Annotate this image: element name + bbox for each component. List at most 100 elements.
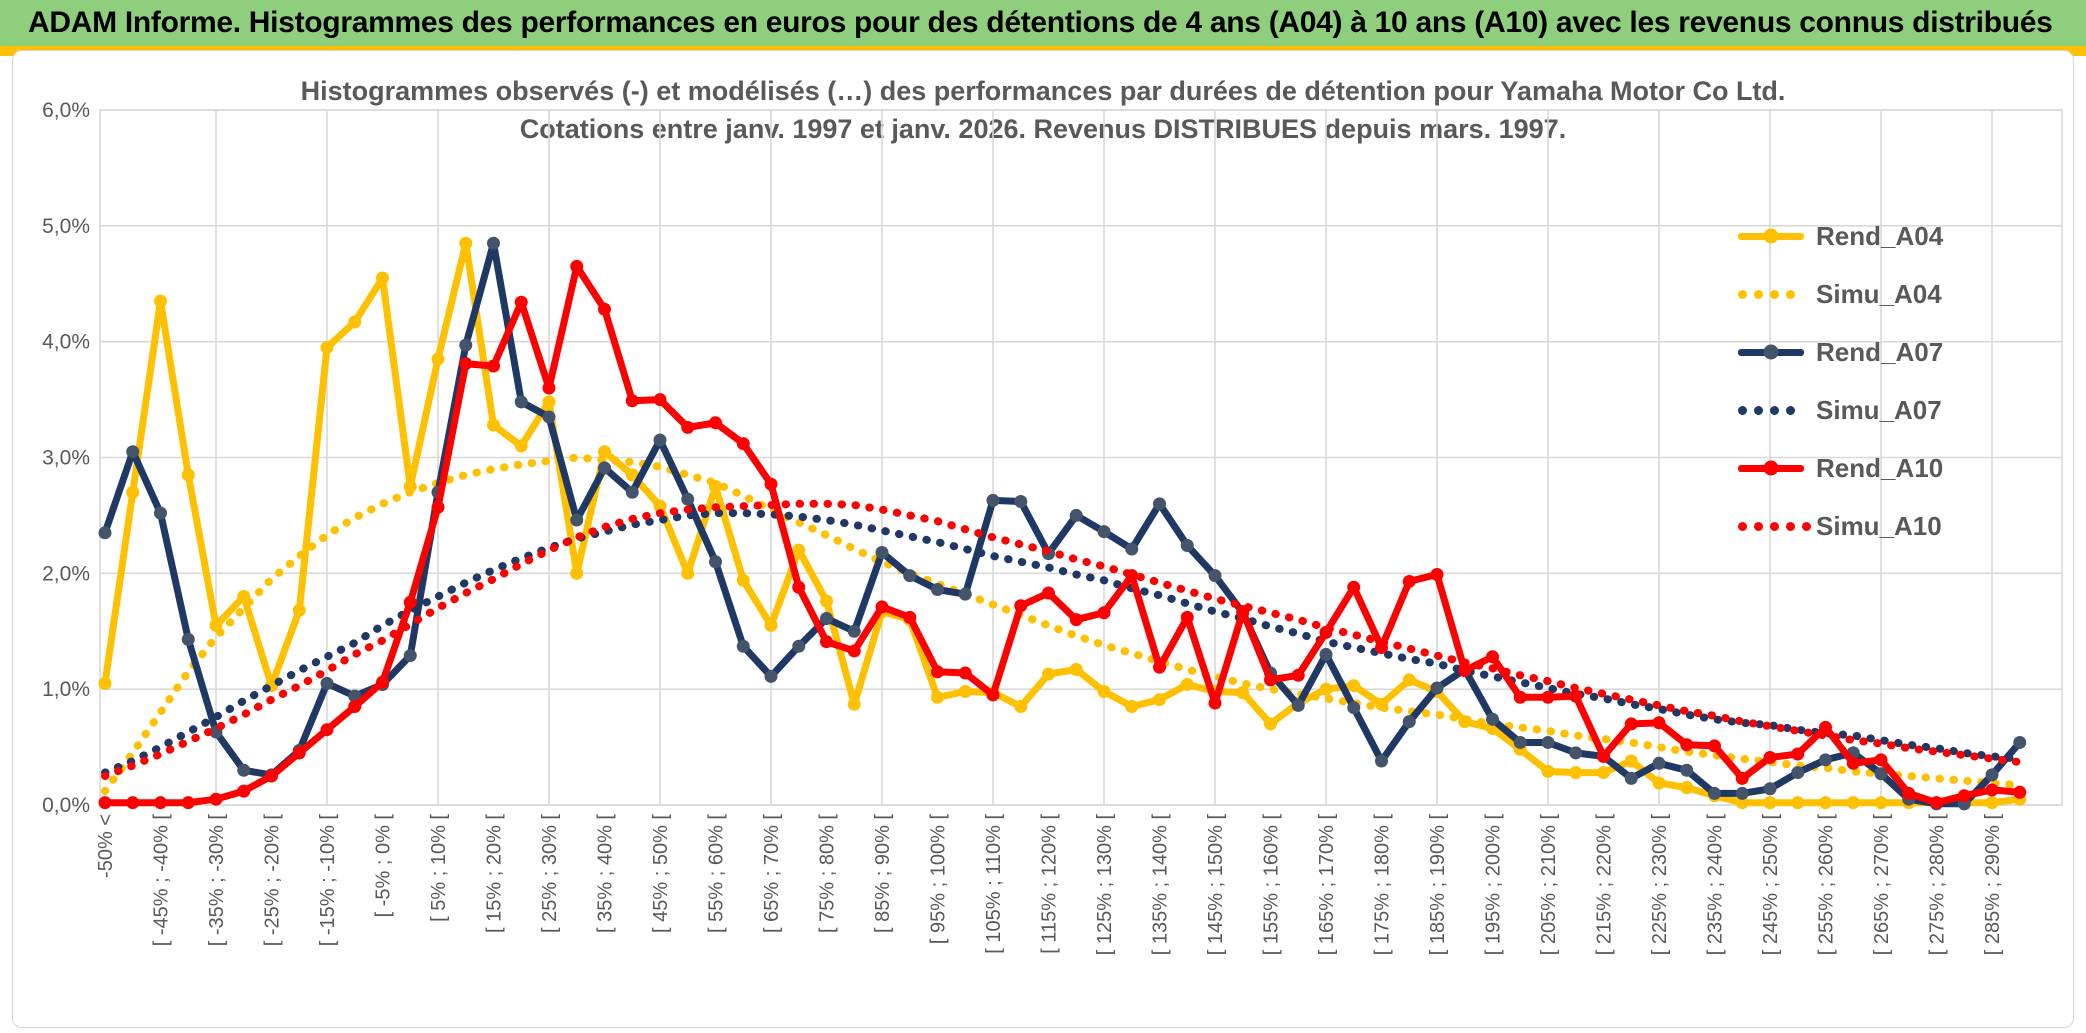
- series-marker-Rend_A07: [986, 493, 1000, 507]
- series-marker-Rend_A07: [1402, 715, 1416, 729]
- y-axis-tick-label: 5,0%: [42, 215, 90, 238]
- x-axis-tick-label: [ 245% ; 250% [: [1760, 814, 1782, 956]
- series-marker-Rend_A04: [736, 573, 750, 587]
- legend-label: Rend_A07: [1816, 336, 1944, 367]
- series-marker-Rend_A10: [1486, 650, 1499, 664]
- series-marker-Rend_A04: [98, 676, 112, 690]
- legend-label: Simu_A04: [1816, 278, 1942, 309]
- series-marker-Rend_A04: [1014, 700, 1028, 714]
- series-marker-Rend_A10: [1513, 690, 1527, 704]
- series-marker-Rend_A07: [320, 676, 334, 690]
- series-marker-Rend_A04: [181, 468, 195, 482]
- title-bar: ADAM Informe. Histogrammes des performan…: [0, 0, 2086, 46]
- series-marker-Rend_A07: [931, 583, 944, 597]
- x-axis-tick-label: [ 25% ; 30% [: [539, 814, 561, 933]
- series-marker-Rend_A10: [736, 437, 750, 451]
- series-marker-Rend_A04: [376, 271, 389, 285]
- legend-dots-swatch: [1738, 289, 1808, 299]
- series-marker-Rend_A04: [1319, 682, 1333, 696]
- series-marker-Rend_A10: [625, 394, 639, 408]
- legend-item-Rend_A07[interactable]: Rend_A07: [1738, 323, 2068, 381]
- series-marker-Rend_A10: [1652, 716, 1666, 730]
- series-marker-Rend_A04: [958, 684, 972, 698]
- series-marker-Rend_A07: [98, 526, 112, 540]
- series-marker-Rend_A10: [847, 644, 861, 658]
- legend-item-Rend_A04[interactable]: Rend_A04: [1738, 207, 2068, 265]
- series-line-Simu_A07: [101, 509, 2024, 777]
- series-marker-Rend_A04: [1569, 766, 1583, 780]
- series-marker-Rend_A10: [875, 600, 889, 614]
- series-marker-Rend_A10: [986, 688, 1000, 702]
- series-marker-Rend_A10: [2013, 785, 2027, 799]
- x-axis-tick-label: -50% <: [95, 814, 117, 878]
- x-axis-tick-label: [ 125% ; 130% [: [1094, 814, 1116, 956]
- series-marker-Rend_A07: [764, 669, 778, 683]
- x-axis-tick-label: [ 155% ; 160% [: [1261, 814, 1283, 956]
- legend-item-Simu_A10[interactable]: Simu_A10: [1738, 497, 2068, 555]
- series-marker-Rend_A10: [958, 666, 972, 680]
- series-marker-Rend_A10: [265, 769, 278, 783]
- series-marker-Rend_A07: [1985, 768, 1999, 782]
- legend-item-Simu_A07[interactable]: Simu_A07: [1738, 381, 2068, 439]
- series-marker-Rend_A04: [653, 499, 667, 513]
- series-marker-Rend_A04: [431, 352, 445, 366]
- series-marker-Rend_A04: [1402, 673, 1416, 687]
- series-marker-Rend_A04: [154, 294, 167, 308]
- series-marker-Rend_A10: [1430, 567, 1444, 581]
- series-marker-Rend_A10: [1208, 696, 1222, 710]
- series-marker-Rend_A10: [1846, 756, 1860, 770]
- series-marker-Rend_A04: [764, 618, 778, 632]
- legend-line-swatch: [1738, 344, 1808, 360]
- x-axis-tick-label: [ 35% ; 40% [: [595, 814, 617, 933]
- series-marker-Rend_A10: [514, 295, 528, 309]
- y-axis-tick-label: 0,0%: [42, 794, 90, 817]
- x-axis-tick-label: [ 165% ; 170% [: [1316, 814, 1338, 956]
- series-marker-Rend_A10: [154, 796, 167, 810]
- series-marker-Rend_A10: [1264, 673, 1277, 687]
- series-marker-Rend_A10: [1347, 580, 1361, 594]
- legend-item-Simu_A04[interactable]: Simu_A04: [1738, 265, 2068, 323]
- series-marker-Rend_A07: [1319, 647, 1333, 661]
- x-axis-tick-label: [ 105% ; 110% [: [983, 814, 1005, 954]
- x-axis-tick-label: [ -5% ; 0% [: [373, 814, 395, 918]
- x-axis-tick-label: [ 235% ; 240% [: [1705, 814, 1727, 956]
- series-marker-Rend_A07: [1874, 767, 1888, 781]
- x-axis-tick-label: [ 255% ; 260% [: [1816, 814, 1838, 956]
- legend-item-Rend_A10[interactable]: Rend_A10: [1738, 439, 2068, 497]
- series-marker-Rend_A04: [598, 445, 611, 459]
- series-marker-Rend_A07: [514, 395, 528, 409]
- series-marker-Rend_A10: [403, 595, 417, 609]
- y-axis-tick-label: 1,0%: [42, 678, 90, 701]
- series-marker-Rend_A10: [1874, 753, 1888, 767]
- x-axis-tick-label: [ -15% ; -10% [: [317, 814, 339, 947]
- series-marker-Rend_A07: [653, 433, 667, 447]
- y-axis-tick-label: 3,0%: [42, 447, 90, 470]
- series-marker-Rend_A07: [1513, 735, 1527, 749]
- series-marker-Rend_A07: [1069, 508, 1083, 522]
- series-marker-Rend_A04: [1236, 686, 1250, 700]
- series-marker-Rend_A07: [126, 445, 140, 459]
- series-marker-Rend_A10: [1680, 738, 1694, 752]
- series-marker-Rend_A04: [625, 468, 639, 482]
- series-marker-Rend_A10: [1402, 574, 1416, 588]
- series-marker-Rend_A07: [1208, 569, 1222, 583]
- series-marker-Rend_A04: [1042, 667, 1055, 681]
- series-marker-Rend_A07: [1125, 542, 1139, 556]
- x-axis-tick-label: [ -45% ; -40% [: [151, 814, 173, 947]
- series-marker-Rend_A07: [1180, 539, 1194, 553]
- series-marker-Rend_A07: [625, 485, 639, 499]
- legend-line-swatch: [1738, 228, 1808, 244]
- x-axis-tick-label: [ 145% ; 150% [: [1205, 814, 1227, 956]
- series-marker-Rend_A10: [1791, 747, 1805, 761]
- x-axis-tick-label: [ 265% ; 270% [: [1871, 814, 1893, 956]
- series-marker-Rend_A10: [570, 259, 584, 273]
- x-axis-tick-label: [ 55% ; 60% [: [706, 814, 728, 933]
- x-axis-tick-label: [ 215% ; 220% [: [1594, 814, 1616, 956]
- series-marker-Rend_A04: [792, 543, 806, 557]
- x-axis-tick-label: [ 65% ; 70% [: [761, 814, 783, 933]
- series-marker-Rend_A04: [931, 690, 944, 704]
- series-marker-Rend_A07: [1569, 746, 1583, 760]
- legend-dots-swatch: [1738, 521, 1811, 531]
- series-marker-Rend_A10: [1153, 660, 1166, 674]
- x-axis-tick-label: [ 5% ; 10% [: [428, 814, 450, 922]
